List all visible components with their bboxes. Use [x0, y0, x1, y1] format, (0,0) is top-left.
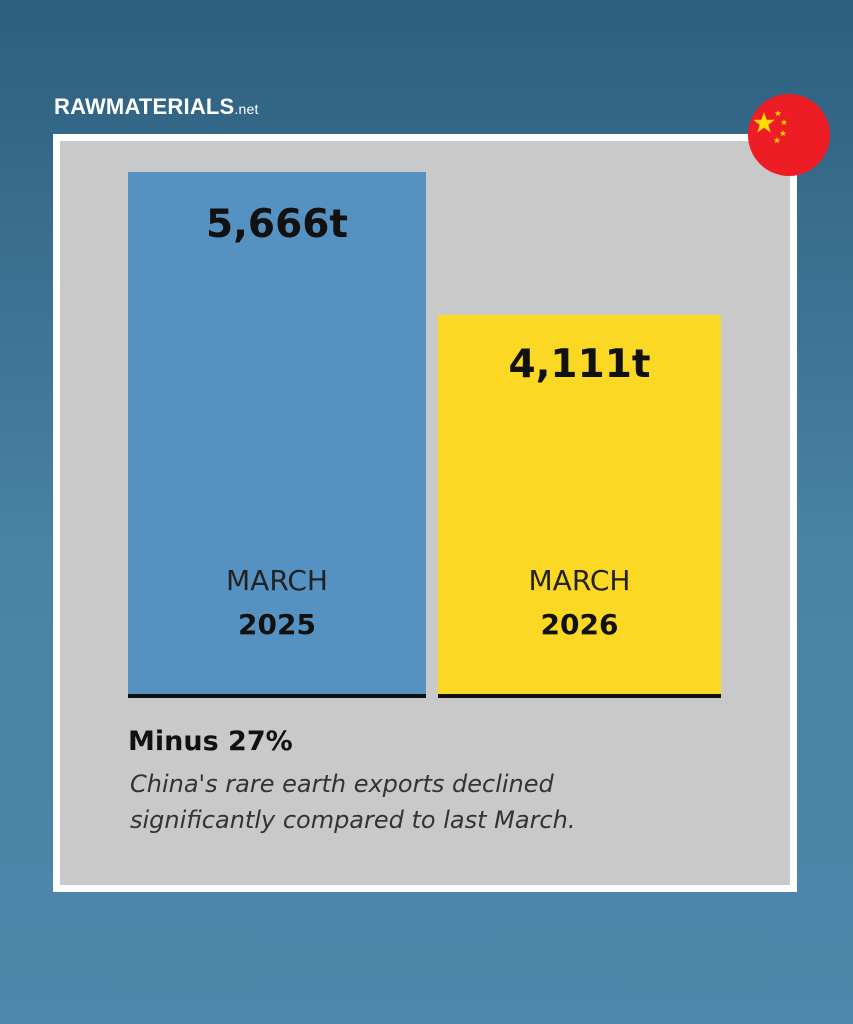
headline: Minus 27%	[128, 726, 293, 757]
caption: China's rare earth exports declined sign…	[130, 770, 576, 834]
china-flag-icon	[748, 94, 830, 176]
brand-name: RAWMATERIALS	[54, 94, 235, 119]
bar-year-label: 2025	[238, 608, 316, 641]
bar-baseline	[128, 694, 426, 698]
bar-2026: 4,111t MARCH 2026	[438, 315, 721, 694]
flag-large-star	[753, 112, 775, 133]
flag-small-star-4	[773, 137, 781, 144]
flag-small-star-3	[779, 130, 787, 137]
bar-baseline	[438, 694, 721, 698]
flag-small-star-1	[774, 110, 782, 117]
bar-month-label: MARCH	[226, 564, 328, 597]
bar-value-label: 5,666t	[205, 202, 348, 247]
brand-logo: RAWMATERIALS.net	[54, 94, 259, 120]
bar-month-label: MARCH	[528, 564, 631, 597]
flag-small-star-2	[780, 119, 788, 126]
bar-value-label: 4,111t	[508, 342, 651, 387]
bar-year-label: 2026	[540, 608, 619, 641]
bar-2025: 5,666t MARCH 2025	[128, 172, 426, 694]
brand-suffix: .net	[234, 101, 259, 117]
